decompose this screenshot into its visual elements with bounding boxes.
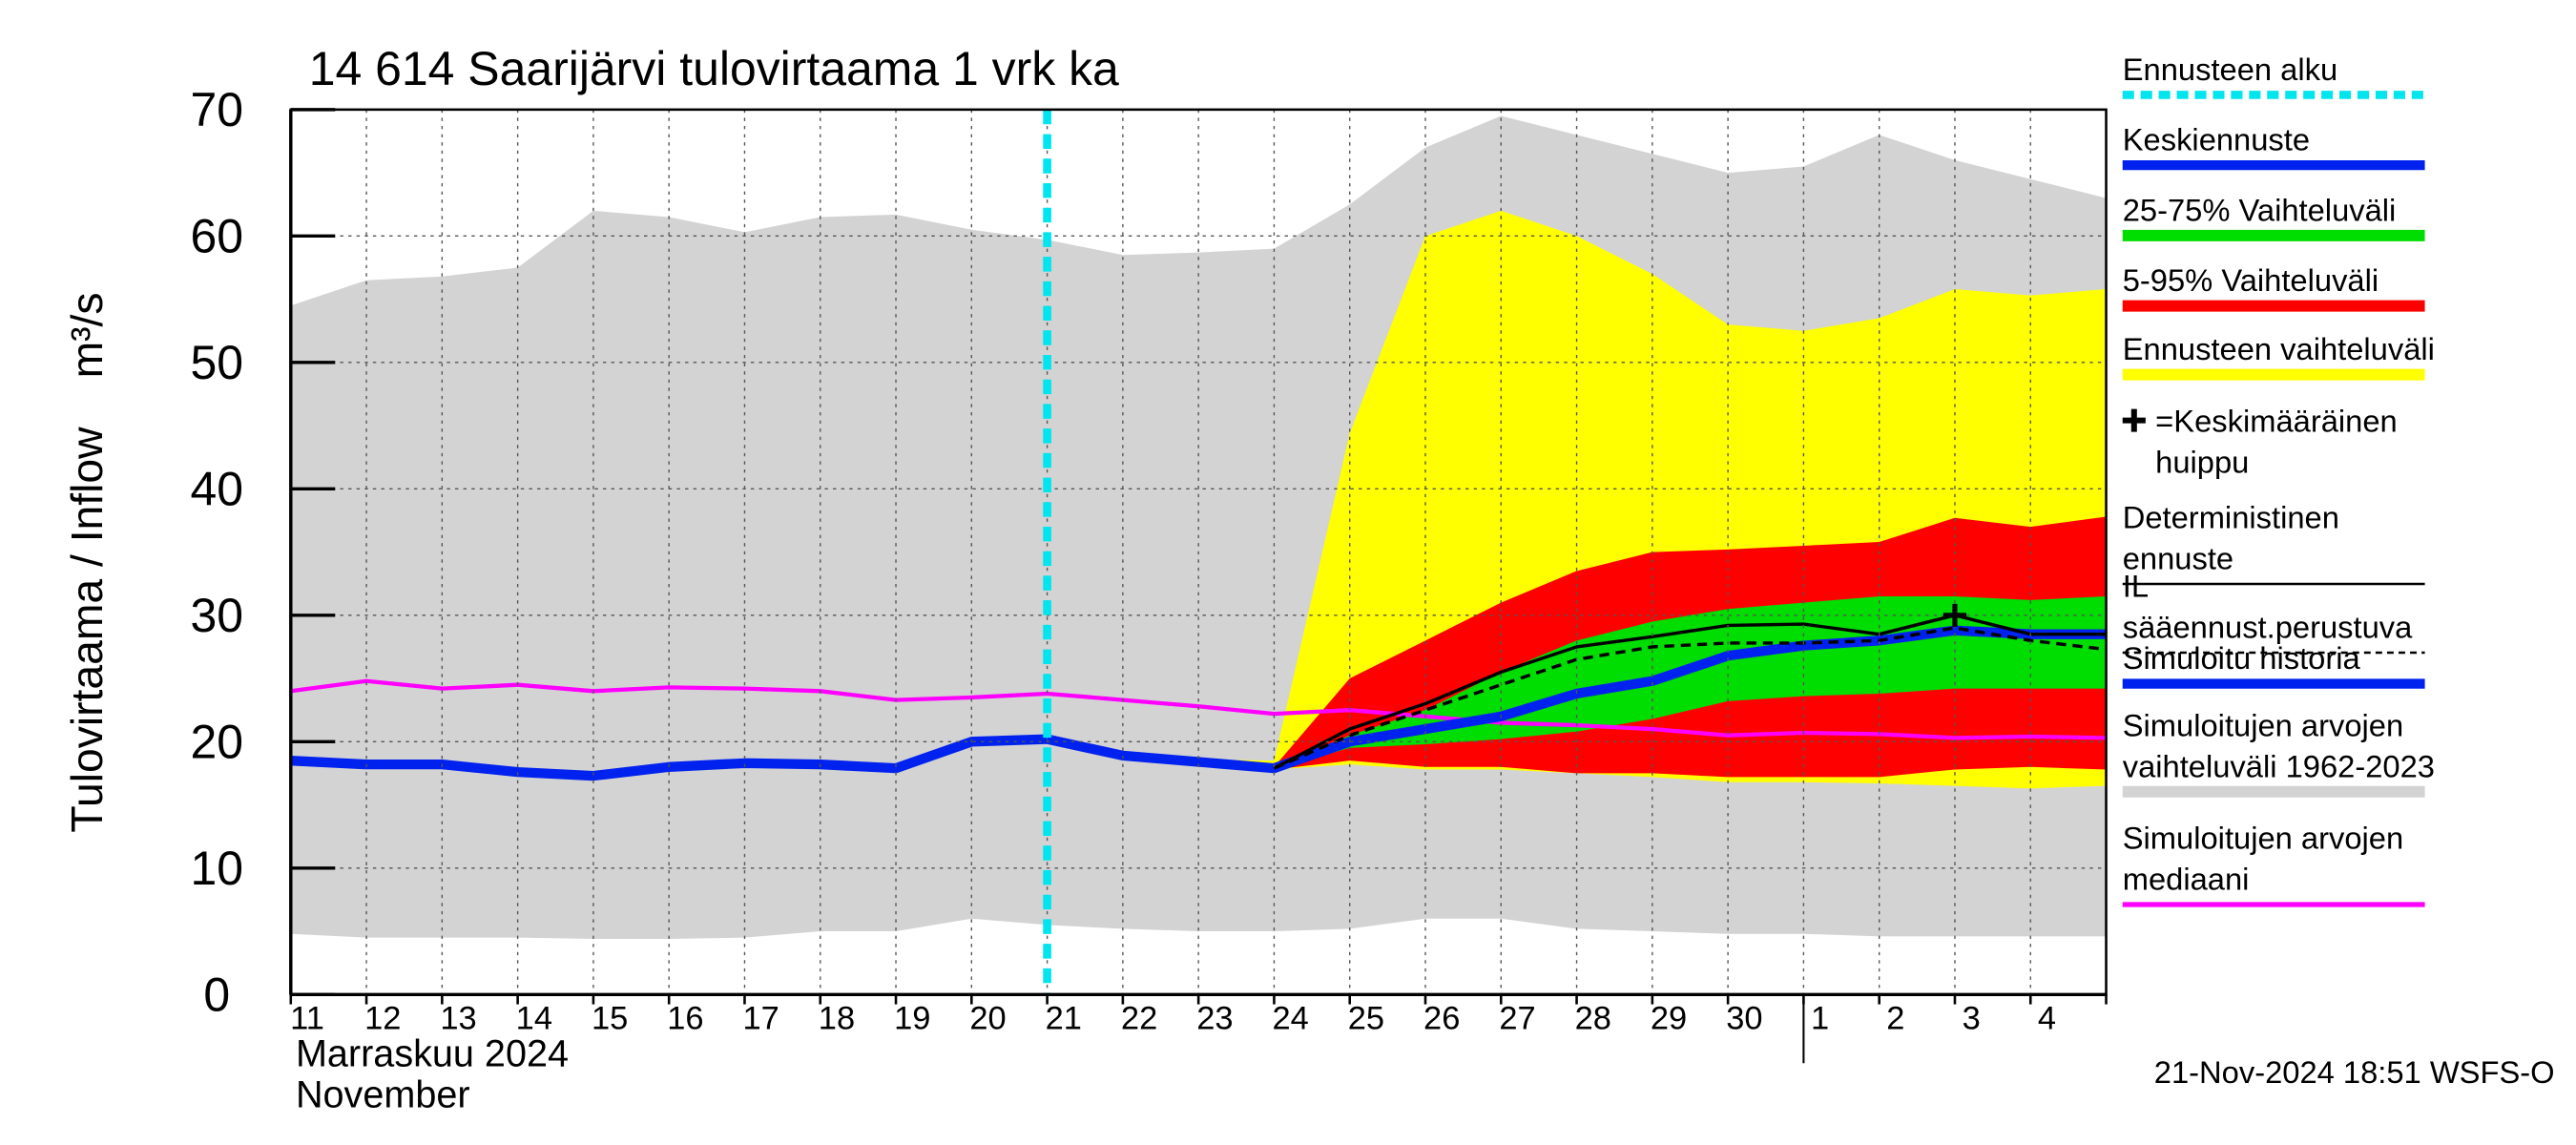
legend-label: =Keskimääräinen huippu <box>2155 404 2398 480</box>
x-tick-label: 15 <box>592 1000 628 1036</box>
x-tick-label: 11 <box>290 1000 324 1036</box>
y-axis-unit: m³/s <box>62 292 112 378</box>
y-tick-label: 10 <box>191 842 244 895</box>
x-tick-label: 20 <box>969 1000 1006 1036</box>
x-tick-label: 14 <box>516 1000 552 1036</box>
month-label-en: November <box>296 1074 470 1116</box>
x-tick-label: 19 <box>894 1000 930 1036</box>
legend-label: Deterministinen ennuste <box>2123 500 2339 576</box>
x-tick-label: 24 <box>1273 1000 1309 1036</box>
peak-marker <box>1942 603 1967 627</box>
y-tick-label: 60 <box>191 210 244 263</box>
legend-label: Keskiennuste <box>2123 122 2310 157</box>
x-tick-label: 21 <box>1046 1000 1082 1036</box>
legend-label: Simuloitujen arvojen mediaani <box>2123 821 2403 897</box>
y-tick-label: 0 <box>203 968 230 1022</box>
legend-label: Simuloitu historia <box>2123 640 2361 676</box>
x-tick-label: 29 <box>1651 1000 1687 1036</box>
x-tick-label: 12 <box>364 1000 401 1036</box>
footer: 21-Nov-2024 18:51 WSFS-O <box>2154 1054 2555 1090</box>
legend-label: Simuloitujen arvojen vaihteluväli 1962-20… <box>2123 707 2435 783</box>
x-tick-label: 3 <box>1963 1000 1981 1036</box>
x-tick-label: 26 <box>1423 1000 1460 1036</box>
series-line <box>1046 625 2107 774</box>
legend-label: IL sääennust.perustuva <box>2123 569 2413 645</box>
y-tick-label: 50 <box>191 336 244 389</box>
x-tick-label: 28 <box>1575 1000 1611 1036</box>
legend-label: 5-95% Vaihteluväli <box>2123 262 2379 298</box>
x-tick-label: 17 <box>743 1000 779 1036</box>
series-line <box>1273 614 2107 770</box>
x-tick-label: 30 <box>1726 1000 1762 1036</box>
x-tick-label: 4 <box>2038 1000 2056 1036</box>
y-tick-label: 40 <box>191 463 244 516</box>
x-tick-label: 27 <box>1499 1000 1535 1036</box>
legend-peak-icon <box>2122 408 2146 432</box>
legend-label: Ennusteen vaihteluväli <box>2123 331 2435 366</box>
x-tick-label: 23 <box>1196 1000 1233 1036</box>
legend-label: Ennusteen alku <box>2123 52 2337 87</box>
x-tick-label: 13 <box>440 1000 476 1036</box>
x-tick-label: 25 <box>1348 1000 1384 1036</box>
x-tick-label: 16 <box>667 1000 703 1036</box>
series-line <box>1273 626 2107 770</box>
legend-label: 25-75% Vaihteluväli <box>2123 192 2397 227</box>
x-tick-label: 22 <box>1121 1000 1157 1036</box>
x-tick-label: 1 <box>1811 1000 1829 1036</box>
chart-title: 14 614 Saarijärvi tulovirtaama 1 vrk ka <box>309 42 1119 95</box>
y-tick-label: 30 <box>191 589 244 642</box>
month-label: Marraskuu 2024 <box>296 1033 569 1075</box>
x-tick-label: 2 <box>1886 1000 1904 1036</box>
x-tick-label: 18 <box>819 1000 855 1036</box>
y-tick-label: 20 <box>191 716 244 769</box>
y-axis-label: Tulovirtaama / Inflow <box>62 427 112 833</box>
y-tick-label: 70 <box>191 83 244 136</box>
